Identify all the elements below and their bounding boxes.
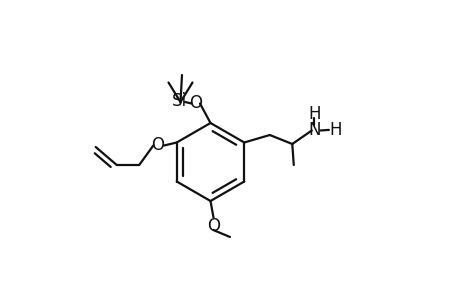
Text: O: O — [189, 94, 202, 112]
Text: N: N — [307, 121, 320, 139]
Text: H: H — [329, 121, 341, 139]
Text: Si: Si — [171, 92, 186, 110]
Text: O: O — [207, 217, 219, 235]
Text: H: H — [307, 105, 320, 123]
Text: O: O — [151, 136, 164, 154]
